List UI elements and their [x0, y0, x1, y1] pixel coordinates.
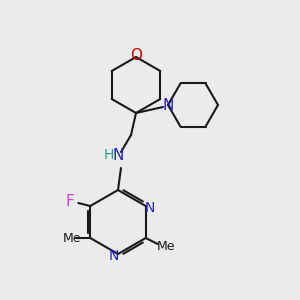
Text: N: N [145, 201, 155, 215]
Text: F: F [66, 194, 75, 208]
Text: H: H [104, 148, 114, 162]
Text: Me: Me [157, 239, 175, 253]
Text: Me: Me [63, 232, 82, 244]
Text: N: N [162, 98, 174, 112]
Text: N: N [109, 249, 119, 263]
Text: O: O [130, 49, 142, 64]
Text: N: N [112, 148, 124, 163]
